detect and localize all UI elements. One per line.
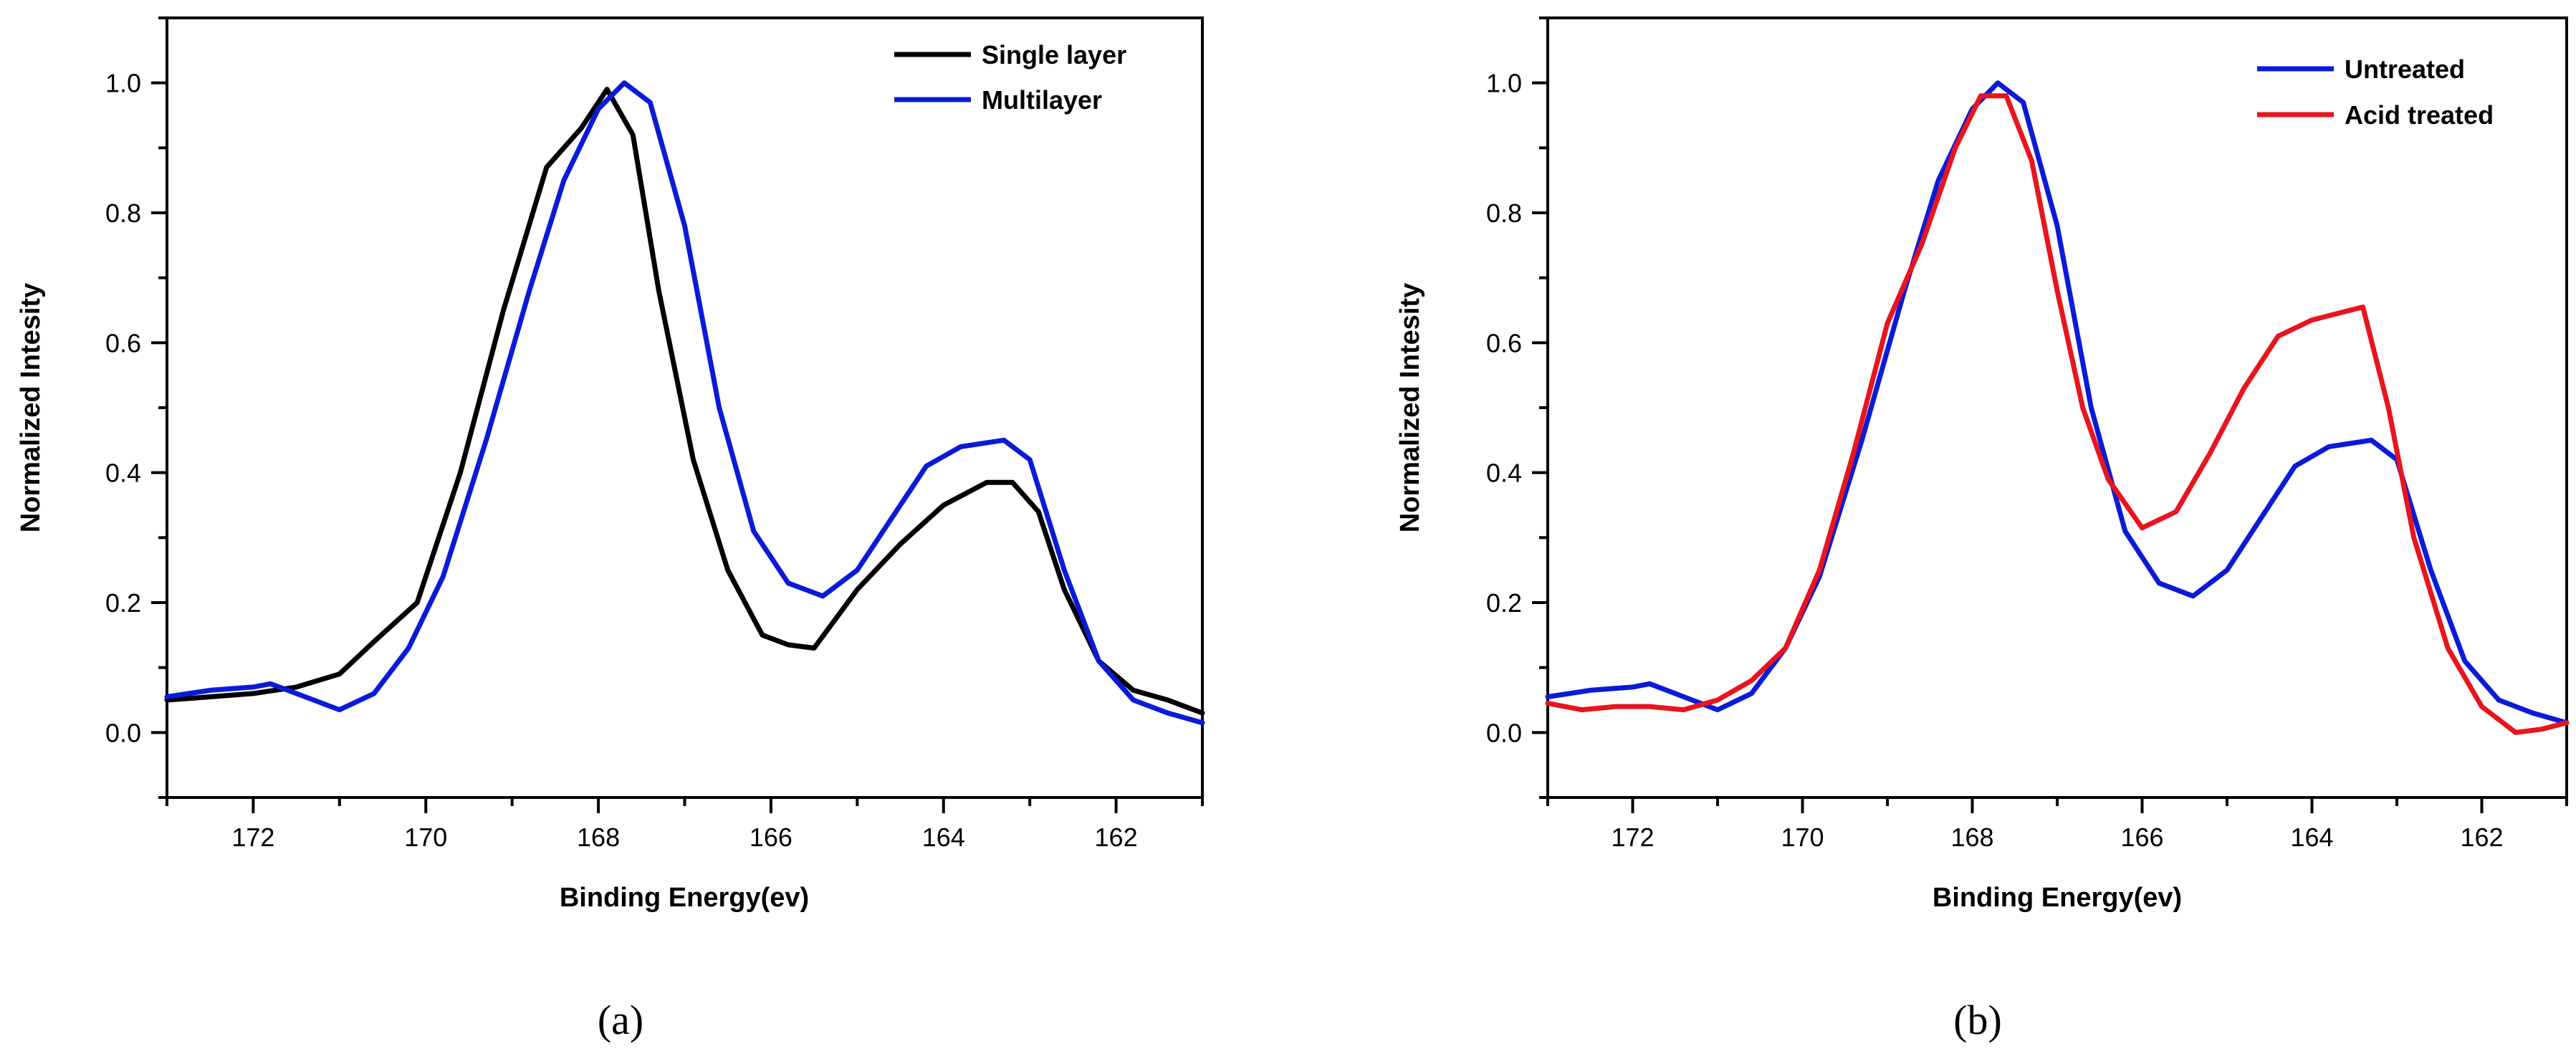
series-layer-b (1545, 80, 2570, 735)
x-axis-b: 172 170 168 166 164 162 (1546, 797, 2568, 852)
series-line-untreated (1545, 80, 2570, 726)
legend-label-single-layer: Single layer (982, 40, 1126, 70)
y-axis-a: 0.0 0.2 0.4 0.6 0.8 1.0 (105, 16, 167, 799)
x-tick-label: 170 (404, 823, 447, 852)
legend-label-untreated: Untreated (2345, 54, 2465, 84)
x-axis-title: Binding Energy(ev) (1933, 883, 2182, 913)
y-tick-label: 0.6 (1486, 328, 1522, 358)
x-tick-label: 164 (2290, 823, 2333, 852)
x-axis-a: 172 170 168 166 164 162 (166, 797, 1204, 852)
panel-a: 172 170 168 166 164 162 0.0 0.2 0.4 0.6 0.8 1.0 Bi… (16, 16, 1205, 1043)
x-tick-label: 164 (922, 823, 965, 852)
x-tick-label: 168 (577, 823, 620, 852)
x-axis-title: Binding Energy(ev) (560, 883, 809, 913)
legend-a: Single layer Multilayer (894, 40, 1126, 115)
legend-label-multilayer: Multilayer (982, 85, 1102, 115)
y-tick-label: 0.0 (1486, 718, 1522, 747)
y-tick-label: 1.0 (105, 69, 141, 98)
y-tick-label: 1.0 (1486, 69, 1522, 98)
x-tick-label: 162 (1095, 823, 1138, 852)
x-tick-label: 162 (2460, 823, 2503, 852)
x-tick-label: 166 (2120, 823, 2163, 852)
plot-frame-b (1546, 16, 2568, 799)
y-tick-label: 0.8 (1486, 198, 1522, 228)
x-tick-label: 166 (750, 823, 793, 852)
series-layer-a (164, 80, 1205, 726)
y-tick-label: 0.4 (1486, 459, 1522, 488)
series-line-acid-treated (1545, 93, 2570, 735)
legend-b: Untreated Acid treated (2257, 54, 2494, 130)
y-tick-label: 0.6 (105, 328, 141, 358)
panel-label-a: (a) (598, 997, 643, 1043)
x-tick-label: 170 (1781, 823, 1824, 852)
legend-label-acid-treated: Acid treated (2345, 100, 2494, 130)
y-tick-label: 0.2 (1486, 588, 1522, 618)
series-line-multilayer (164, 80, 1205, 726)
y-axis-title: Normalized Intesity (16, 283, 46, 532)
y-axis-title: Normalized Intesity (1395, 283, 1425, 532)
y-tick-label: 0.2 (105, 588, 141, 618)
x-tick-label: 172 (1611, 823, 1654, 852)
series-line-single-layer (164, 87, 1205, 716)
y-axis-b: 0.0 0.2 0.4 0.6 0.8 1.0 (1486, 16, 1548, 799)
y-tick-label: 0.0 (105, 718, 141, 747)
panel-b: 172 170 168 166 164 162 0.0 0.2 0.4 0.6 0.8 1.0 Bi… (1395, 16, 2570, 1043)
x-tick-label: 168 (1950, 823, 1993, 852)
x-tick-label: 172 (231, 823, 274, 852)
y-tick-label: 0.4 (105, 459, 141, 488)
panel-label-b: (b) (1953, 997, 2002, 1043)
y-tick-label: 0.8 (105, 198, 141, 228)
